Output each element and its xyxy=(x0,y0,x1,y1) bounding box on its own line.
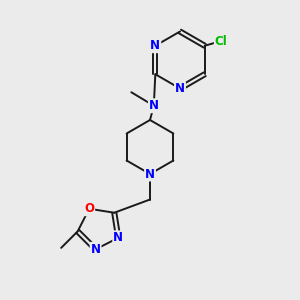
Text: N: N xyxy=(149,99,159,112)
Text: N: N xyxy=(175,82,185,95)
Text: N: N xyxy=(150,39,160,52)
Text: N: N xyxy=(145,167,155,181)
Text: N: N xyxy=(113,231,123,244)
Text: N: N xyxy=(91,243,100,256)
Text: Cl: Cl xyxy=(215,35,228,48)
Text: O: O xyxy=(84,202,94,215)
